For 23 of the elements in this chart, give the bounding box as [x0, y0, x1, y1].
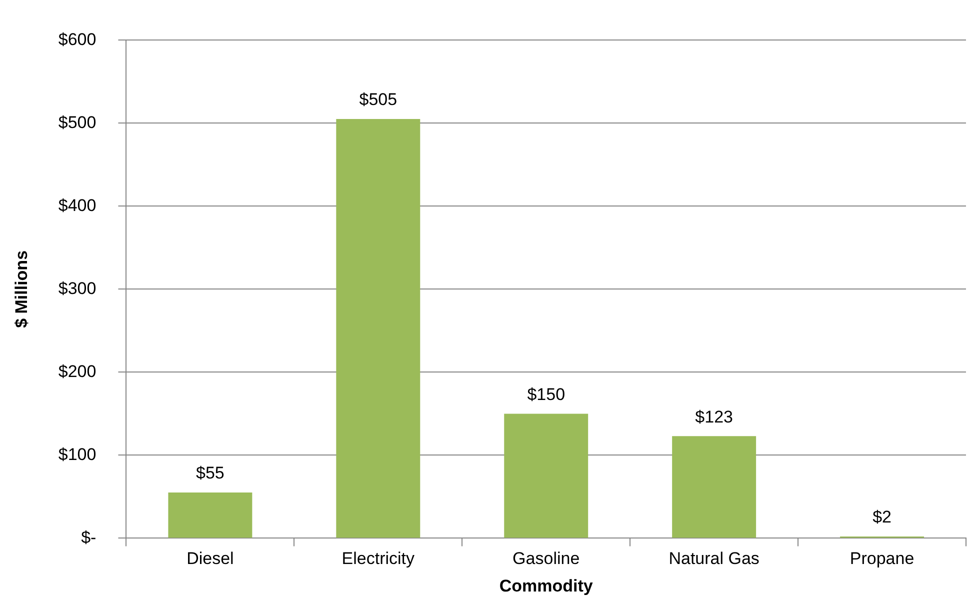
bar: [504, 414, 588, 538]
y-tick-label: $200: [58, 362, 96, 381]
data-label: $123: [695, 407, 733, 426]
data-label: $2: [872, 508, 892, 527]
y-tick-label: $-: [81, 528, 96, 547]
x-tick-label: Electricity: [342, 549, 416, 568]
x-tick-label: Diesel: [186, 549, 234, 568]
y-tick-label: $500: [58, 112, 96, 132]
y-tick-label: $600: [58, 30, 96, 49]
bar: [672, 436, 756, 538]
x-tick-label: Gasoline: [512, 549, 580, 568]
y-tick-label: $300: [58, 278, 96, 298]
x-tick-label: Natural Gas: [668, 549, 760, 568]
x-tick-label: Propane: [850, 549, 914, 568]
x-axis-title: Commodity: [499, 576, 594, 596]
y-axis-title: $ Millions: [12, 250, 31, 328]
y-tick-label: $400: [58, 196, 96, 215]
bar: [168, 492, 252, 538]
data-label: $55: [196, 464, 224, 483]
data-label: $505: [359, 90, 398, 110]
bar: [336, 119, 420, 538]
data-label: $150: [527, 384, 566, 404]
y-tick-label: $100: [58, 444, 96, 464]
